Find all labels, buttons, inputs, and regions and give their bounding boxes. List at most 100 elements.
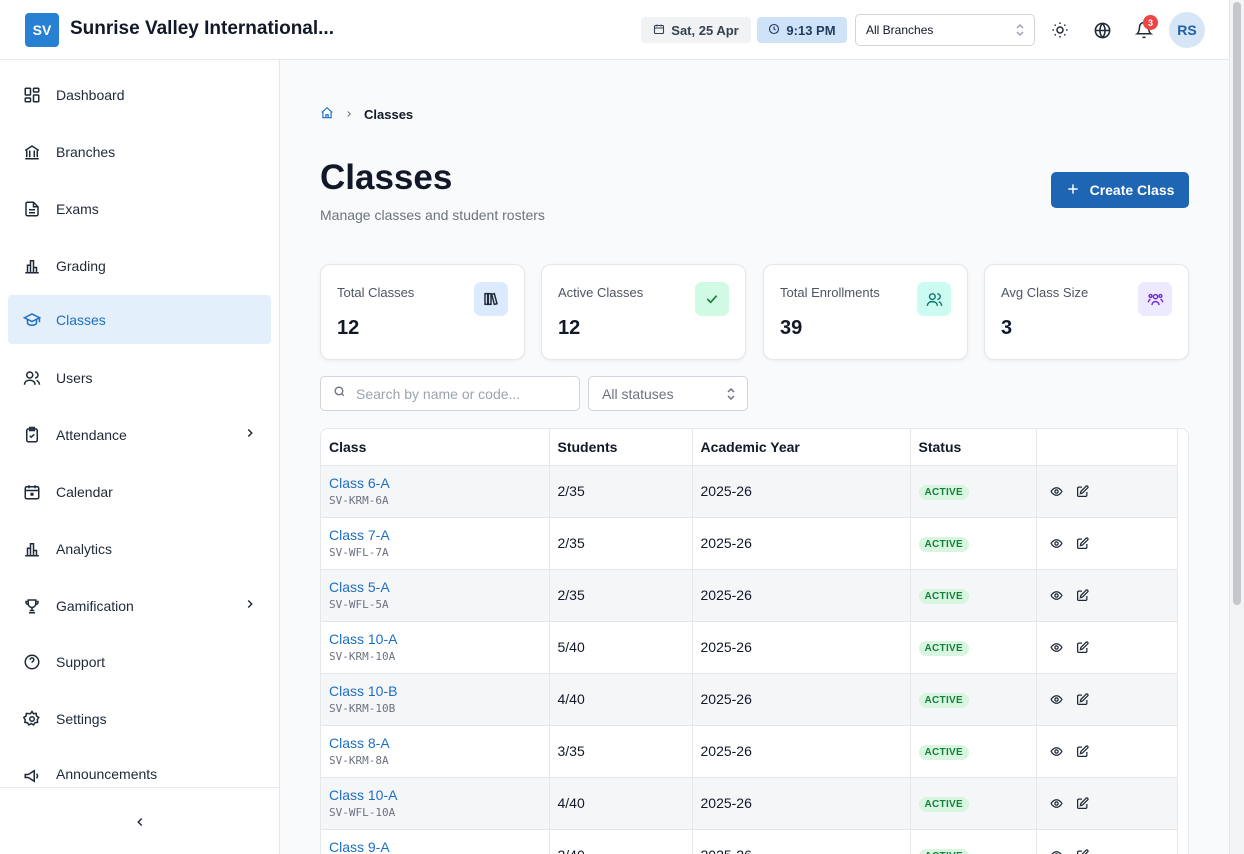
status-cell: ACTIVE	[910, 621, 1037, 674]
sidebar-item-exams[interactable]: Exams	[8, 184, 271, 233]
status-badge: ACTIVE	[918, 589, 969, 604]
create-class-label: Create Class	[1089, 182, 1175, 198]
school-logo[interactable]: SV	[25, 13, 59, 47]
students-cell: 2/35	[549, 517, 693, 570]
stat-card-total-enrollments: Total Enrollments 39	[763, 264, 968, 360]
column-header-status[interactable]: Status	[910, 429, 1037, 466]
branch-select[interactable]: All Branches	[855, 14, 1035, 46]
sidebar-item-calendar[interactable]: Calendar	[8, 467, 271, 516]
edit-icon[interactable]	[1076, 484, 1090, 498]
status-cell: ACTIVE	[910, 465, 1037, 518]
class-cell: Class 9-ASV-KRM-9A	[321, 829, 550, 854]
actions-cell	[1036, 465, 1178, 518]
sidebar-item-gamification[interactable]: Gamification	[8, 581, 271, 630]
stat-card-total-classes: Total Classes 12	[320, 264, 525, 360]
sidebar-item-attendance[interactable]: Attendance	[8, 410, 271, 459]
collapse-sidebar-chevron-left-icon[interactable]	[130, 812, 150, 832]
class-code: SV-KRM-6A	[329, 494, 389, 507]
class-code: SV-KRM-8A	[329, 754, 389, 767]
sidebar-item-label: Exams	[56, 200, 99, 217]
class-name-link[interactable]: Class 5-A	[329, 579, 390, 595]
sidebar-item-announcements[interactable]: Announcements	[8, 751, 271, 787]
create-class-button[interactable]: Create Class	[1051, 172, 1189, 208]
table-row: Class 7-A SV-WFL-7A 2/35 2025-26 ACTIVE	[321, 517, 1178, 570]
edit-icon[interactable]	[1076, 796, 1090, 810]
view-eye-icon[interactable]	[1050, 536, 1064, 550]
status-select[interactable]: All statuses	[588, 376, 748, 411]
calendar-icon	[22, 482, 42, 502]
edit-icon[interactable]	[1076, 640, 1090, 654]
users-icon	[917, 282, 951, 316]
view-eye-icon[interactable]	[1050, 796, 1064, 810]
column-header-academic-year[interactable]: Academic Year	[692, 429, 911, 466]
status-badge: ACTIVE	[918, 693, 969, 708]
class-name-link[interactable]: Class 9-A	[329, 839, 390, 854]
notification-badge: 3	[1143, 15, 1158, 30]
edit-icon[interactable]	[1076, 848, 1090, 854]
edit-icon[interactable]	[1076, 536, 1090, 550]
trophy-icon	[22, 596, 42, 616]
page-scrollbar[interactable]	[1229, 0, 1244, 854]
stat-label: Total Classes	[337, 285, 415, 300]
academic-year-cell: 2025-26	[692, 829, 911, 854]
actions-cell	[1036, 621, 1178, 674]
class-name-link[interactable]: Class 10-B	[329, 683, 398, 699]
view-eye-icon[interactable]	[1050, 692, 1064, 706]
dashboard-icon	[22, 85, 42, 105]
theme-toggle-sun-icon[interactable]	[1048, 18, 1072, 42]
view-eye-icon[interactable]	[1050, 744, 1064, 758]
sidebar-item-branches[interactable]: Branches	[8, 127, 271, 176]
stat-value: 3	[1001, 317, 1013, 339]
view-eye-icon[interactable]	[1050, 640, 1064, 654]
academic-year-cell: 2025-26	[692, 517, 911, 570]
search-input[interactable]	[356, 385, 556, 402]
status-badge: ACTIVE	[918, 797, 969, 812]
chevron-right-icon	[243, 597, 257, 614]
edit-icon[interactable]	[1076, 744, 1090, 758]
sidebar-item-label: Calendar	[56, 483, 113, 500]
class-name-link[interactable]: Class 10-A	[329, 631, 398, 647]
check-icon	[695, 282, 729, 316]
class-code: SV-WFL-5A	[329, 598, 389, 611]
edit-icon[interactable]	[1076, 588, 1090, 602]
class-name-link[interactable]: Class 10-A	[329, 787, 398, 803]
home-icon[interactable]	[320, 106, 334, 123]
view-eye-icon[interactable]	[1050, 484, 1064, 498]
chevron-updown-icon	[726, 387, 736, 404]
actions-cell	[1036, 777, 1178, 830]
avatar[interactable]: RS	[1169, 12, 1205, 48]
view-eye-icon[interactable]	[1050, 588, 1064, 602]
sidebar-item-grading[interactable]: Grading	[8, 241, 271, 290]
chevron-right-icon	[344, 107, 354, 122]
column-header-class[interactable]: Class	[321, 429, 550, 466]
sidebar-item-settings[interactable]: Settings	[8, 694, 271, 743]
sidebar-item-label: Branches	[56, 143, 116, 160]
chevron-updown-icon	[1015, 23, 1025, 40]
globe-icon[interactable]	[1090, 18, 1114, 42]
sidebar-item-users[interactable]: Users	[8, 353, 271, 402]
class-cell: Class 10-A SV-WFL-10A	[321, 777, 550, 830]
table-row: Class 10-A SV-KRM-10A 5/40 2025-26 ACTIVE	[321, 621, 1178, 674]
edit-icon[interactable]	[1076, 692, 1090, 706]
stat-label: Active Classes	[558, 285, 644, 300]
class-name-link[interactable]: Class 6-A	[329, 475, 390, 491]
scrollbar-thumb[interactable]	[1233, 2, 1241, 605]
date-text: Sat, 25 Apr	[671, 22, 739, 38]
class-code: SV-WFL-10A	[329, 806, 396, 819]
sidebar-item-dashboard[interactable]: Dashboard	[8, 70, 271, 119]
class-name-link[interactable]: Class 7-A	[329, 527, 390, 543]
sidebar-item-support[interactable]: Support	[8, 637, 271, 686]
document-icon	[22, 199, 42, 219]
table-row: Class 6-A SV-KRM-6A 2/35 2025-26 ACTIVE	[321, 465, 1178, 518]
sidebar-item-classes[interactable]: Classes	[8, 295, 271, 344]
view-eye-icon[interactable]	[1050, 848, 1064, 854]
column-header-students[interactable]: Students	[549, 429, 693, 466]
class-name-link[interactable]: Class 8-A	[329, 735, 390, 751]
search-field[interactable]	[320, 376, 580, 411]
sidebar-item-analytics[interactable]: Analytics	[8, 524, 271, 573]
class-cell: Class 10-A SV-KRM-10A	[321, 621, 550, 674]
students-cell: 2/40	[549, 829, 693, 854]
status-cell: ACTIVE	[910, 829, 1037, 854]
sidebar-item-label: Classes	[56, 311, 106, 328]
